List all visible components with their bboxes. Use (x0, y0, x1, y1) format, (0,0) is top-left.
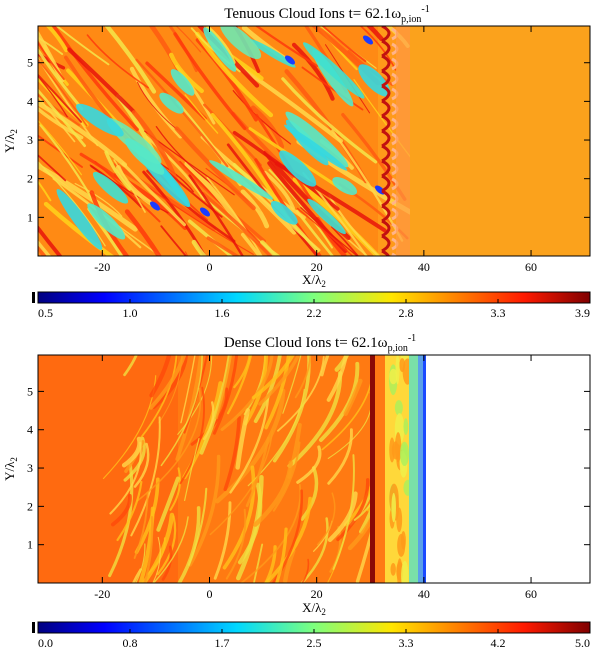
y-axis-label: Y/λ2 (2, 457, 19, 481)
colorbar-tick-label: 3.3 (491, 306, 506, 320)
panel-title: Tenuous Cloud Ions t= 62.1ωp,ion-1 (224, 4, 430, 25)
y-tick-label: 5 (27, 56, 33, 70)
y-tick-label: 3 (27, 461, 33, 475)
x-axis-label: X/λ2 (302, 600, 326, 617)
heatmap-dense (38, 355, 590, 583)
x-tick-label: 60 (525, 260, 537, 274)
y-axis-label: Y/λ2 (2, 129, 19, 153)
y-tick-label: 3 (27, 133, 33, 147)
panel-tenuous: Tenuous Cloud Ions t= 62.1ωp,ion-1 -20 0 2… (2, 4, 591, 320)
colorbar-tick-label: 2.2 (307, 306, 322, 320)
x-axis-label: X/λ2 (302, 272, 326, 289)
colorbar-tick-label: 1.0 (123, 306, 138, 320)
colorbar-tick-label: 0.0 (38, 636, 53, 650)
y-tick-label: 4 (27, 94, 33, 108)
x-tick-label: -20 (94, 587, 110, 601)
colorbar-tick-label: 1.7 (215, 636, 230, 650)
colorbar-tick-label: 2.8 (399, 306, 414, 320)
y-tick-label: 2 (27, 172, 33, 186)
x-tick-label: 40 (418, 260, 430, 274)
plot-frame (37, 354, 591, 584)
colorbar-tick-label: 1.6 (215, 306, 230, 320)
x-tick-label: 0 (206, 587, 212, 601)
x-tick-label: -20 (94, 260, 110, 274)
plot-frame (37, 25, 591, 257)
colorbar-tick-label: 2.5 (307, 636, 322, 650)
colorbar-dense: 0.0 0.8 1.7 2.5 3.3 4.2 5.0 (32, 621, 591, 650)
colorbar-tick-label: 4.2 (491, 636, 506, 650)
panel-title: Dense Cloud Ions t= 62.1ωp,ion-1 (224, 333, 416, 354)
y-tick-label: 5 (27, 384, 33, 398)
axis-ticks: -20 0 20 40 60 1 2 3 4 5 (27, 26, 590, 274)
colorbar-tick-label: 0.8 (123, 636, 138, 650)
colorbar-tick-label: 3.3 (399, 636, 414, 650)
colorbar-tick-label: 0.5 (38, 306, 53, 320)
colorbar-tenuous: 0.5 1.0 1.6 2.2 2.8 3.3 3.9 (32, 291, 591, 320)
x-tick-label: 20 (311, 260, 323, 274)
colorbar-tick-label: 3.9 (575, 306, 590, 320)
axis-ticks: -20 0 20 40 60 1 2 3 4 5 (27, 355, 590, 601)
colorbar-tick-label: 5.0 (575, 636, 590, 650)
x-tick-label: 60 (525, 587, 537, 601)
x-tick-label: 40 (418, 587, 430, 601)
panel-dense: Dense Cloud Ions t= 62.1ωp,ion-1 -20 0 20 4… (2, 333, 591, 650)
y-tick-label: 1 (27, 210, 33, 224)
x-tick-label: 0 (206, 260, 212, 274)
y-tick-label: 4 (27, 423, 33, 437)
y-tick-label: 2 (27, 499, 33, 513)
heatmap-tenuous (38, 26, 590, 256)
y-tick-label: 1 (27, 538, 33, 552)
x-tick-label: 20 (311, 587, 323, 601)
